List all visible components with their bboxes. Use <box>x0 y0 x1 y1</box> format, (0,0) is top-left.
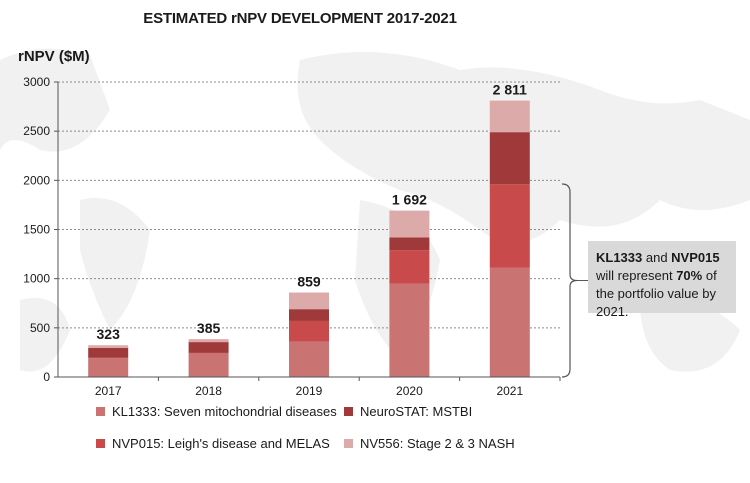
bar-segment <box>289 341 329 377</box>
chart-legend: KL1333: Seven mitochondrial diseases Neur… <box>96 404 576 464</box>
bar-segment <box>188 339 229 343</box>
legend-label: NV556: Stage 2 & 3 NASH <box>360 436 515 451</box>
bar-segment <box>489 100 530 133</box>
data-label-total: 323 <box>97 326 121 342</box>
y-tick-label: 2500 <box>23 124 50 138</box>
y-tick-label: 0 <box>43 370 50 384</box>
data-label-total: 1 692 <box>392 192 427 208</box>
bar-segment <box>88 347 129 358</box>
y-axis-label: rNPV ($M) <box>18 48 90 65</box>
legend-label: NVP015: Leigh's disease and MELAS <box>112 436 330 451</box>
bar-segment <box>489 184 530 268</box>
y-tick-label: 1000 <box>23 272 50 286</box>
annotation-text-part: and <box>642 250 672 265</box>
bar-segment <box>289 292 329 310</box>
bar-segment <box>88 345 129 348</box>
y-tick-label: 3000 <box>23 75 50 89</box>
annotation-text-part: NVP015 <box>671 250 720 265</box>
legend-swatch <box>96 439 105 448</box>
legend-item: NeuroSTAT: MSTBI <box>344 404 472 419</box>
annotation-bracket <box>561 183 578 378</box>
x-tick-label: 2018 <box>195 384 222 398</box>
bar-segment <box>389 237 430 251</box>
annotation-text-part: of the portfolio value by 2021. <box>596 268 717 319</box>
bar-segment <box>289 320 329 342</box>
y-tick-label: 1500 <box>23 223 50 237</box>
legend-swatch <box>96 407 105 416</box>
bar-segment <box>88 358 129 377</box>
bar-segment <box>489 132 530 185</box>
x-tick-label: 2017 <box>95 384 122 398</box>
bar-segment <box>188 342 229 353</box>
data-label-total: 385 <box>197 320 221 336</box>
legend-item: KL1333: Seven mitochondrial diseases <box>96 404 337 419</box>
legend-item: NV556: Stage 2 & 3 NASH <box>344 436 515 451</box>
legend-swatch <box>344 439 353 448</box>
x-tick-label: 2021 <box>496 384 523 398</box>
legend-label: NeuroSTAT: MSTBI <box>360 404 473 419</box>
bar-segment <box>389 283 430 377</box>
y-tick-label: 500 <box>30 321 50 335</box>
annotation-text-part: 70% <box>676 268 703 283</box>
bar-segment <box>389 250 430 284</box>
x-tick-label: 2019 <box>296 384 323 398</box>
bar-segment <box>188 353 229 377</box>
data-label-total: 2 811 <box>493 82 527 98</box>
y-tick-label: 2000 <box>23 173 50 187</box>
legend-label: KL1333: Seven mitochondrial diseases <box>112 404 337 419</box>
annotation-text-part: KL1333 <box>596 250 643 265</box>
legend-item: NVP015: Leigh's disease and MELAS <box>96 436 330 451</box>
annotation-text-part: will represent <box>596 268 677 283</box>
data-label-total: 859 <box>297 274 321 290</box>
bar-segment <box>389 210 430 238</box>
bar-segment <box>489 267 530 377</box>
legend-swatch <box>344 407 353 416</box>
chart-title: ESTIMATED rNPV DEVELOPMENT 2017-2021 <box>143 10 457 27</box>
annotation-callout: KL1333 and NVP015 will represent 70% of … <box>588 241 736 319</box>
x-tick-label: 2020 <box>396 384 423 398</box>
bar-segment <box>289 309 329 321</box>
